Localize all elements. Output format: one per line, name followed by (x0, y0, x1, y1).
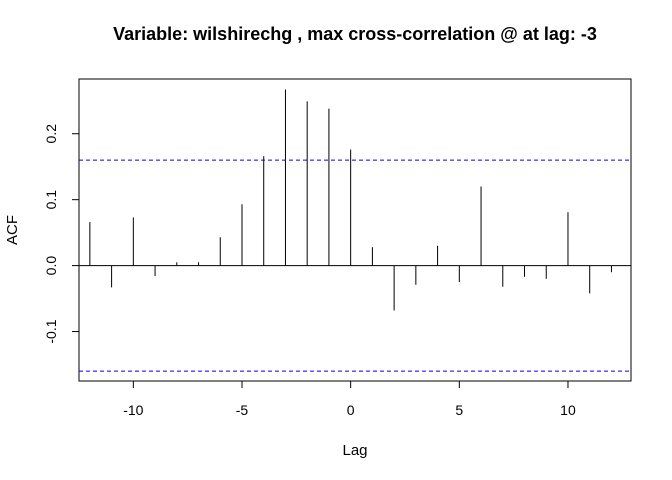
acf-bars (79, 89, 631, 311)
x-tick-label: -5 (236, 402, 249, 418)
x-tick-label: 0 (347, 402, 355, 418)
y-tick-label: 0.0 (43, 256, 59, 276)
y-tick-label: 0.1 (43, 190, 59, 210)
y-axis-label: ACF (4, 215, 21, 245)
x-axis-label: Lag (342, 442, 367, 459)
x-tick-label: 10 (560, 402, 576, 418)
confidence-bounds (79, 159, 631, 372)
chart-title: Variable: wilshirechg , max cross-correl… (113, 24, 597, 44)
x-tick-label: -10 (123, 402, 143, 418)
x-axis: -10 -5 0 5 10 (123, 380, 576, 418)
y-tick-label: 0.2 (43, 124, 59, 144)
x-tick-label: 5 (455, 402, 463, 418)
plot-frame (78, 78, 632, 382)
y-axis: -0.1 0.0 0.1 0.2 (43, 124, 79, 344)
y-tick-label: -0.1 (43, 319, 59, 343)
